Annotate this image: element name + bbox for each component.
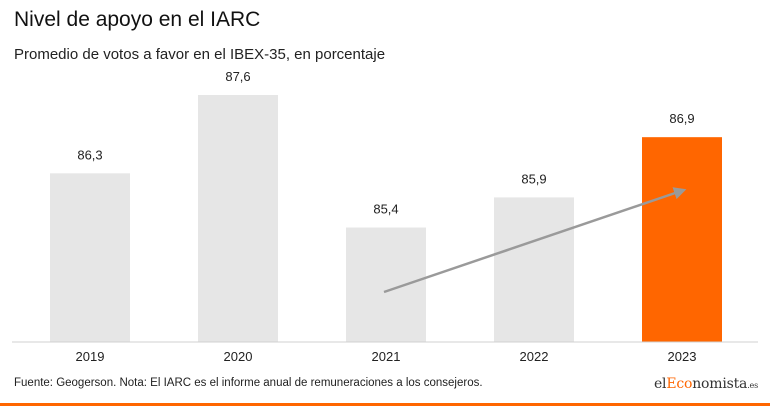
- bars-group: [50, 95, 722, 342]
- chart-title: Nivel de apoyo en el IARC: [14, 8, 261, 31]
- brand-post: nomista: [692, 376, 748, 392]
- bar-2019: [50, 173, 130, 342]
- bar-2022: [494, 197, 574, 342]
- source-note: Fuente: Geogerson. Nota: El IARC es el i…: [14, 377, 483, 389]
- tick-label-2022: 2022: [520, 349, 549, 364]
- value-label-2021: 85,4: [373, 202, 398, 217]
- tick-labels-group: 2019 2020 2021 2022 2023: [76, 349, 697, 364]
- bottom-rule: [0, 403, 770, 406]
- brand-tld: .es: [747, 381, 758, 390]
- brand-pre: el: [653, 376, 667, 392]
- bar-2021: [346, 227, 426, 342]
- tick-label-2020: 2020: [224, 349, 253, 364]
- value-label-2020: 87,6: [225, 69, 250, 84]
- chart-subtitle: Promedio de votos a favor en el IBEX-35,…: [14, 46, 386, 63]
- bar-2023: [642, 137, 722, 342]
- bar-2020: [198, 95, 278, 342]
- value-label-2023: 86,9: [669, 111, 694, 126]
- tick-label-2023: 2023: [668, 349, 697, 364]
- value-label-2019: 86,3: [77, 147, 102, 162]
- brand-logo: elEconomista.es: [654, 376, 758, 392]
- tick-label-2021: 2021: [372, 349, 401, 364]
- brand-accent: Eco: [666, 376, 693, 392]
- value-label-2022: 85,9: [521, 171, 546, 186]
- value-labels-group: 86,3 87,6 85,4 85,9 86,9: [77, 69, 694, 217]
- bar-chart: 86,3 87,6 85,4 85,9 86,9 2019 2020 2021 2022 202…: [12, 69, 758, 364]
- trend-arrow: [383, 187, 687, 294]
- tick-label-2019: 2019: [76, 349, 105, 364]
